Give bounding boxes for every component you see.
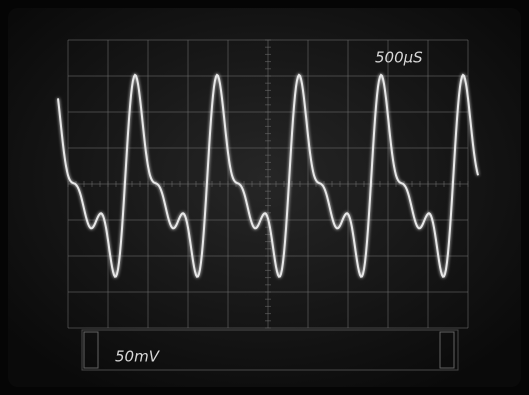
volts-label: 50mV [115,348,161,366]
readout-box [81,329,459,371]
waveform-trace [57,73,479,278]
left-indicator [83,331,99,369]
right-indicator [439,331,455,369]
timebase-label: 500µS [375,49,423,67]
graticule [67,39,469,329]
